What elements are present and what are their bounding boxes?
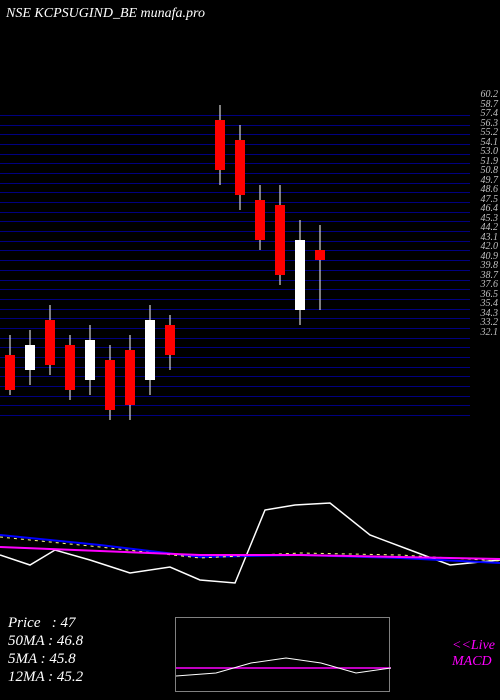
price-axis-labels: 60.258.757.456.355.254.153.051.950.849.7… bbox=[481, 90, 499, 337]
candle bbox=[215, 25, 225, 445]
candle bbox=[25, 25, 35, 445]
macd-inset-svg bbox=[176, 618, 391, 693]
info-50ma: 50MA : 46.8 bbox=[8, 632, 83, 650]
candle bbox=[255, 25, 265, 445]
macd-inset bbox=[175, 617, 390, 692]
indicator-panel bbox=[0, 475, 500, 610]
candle bbox=[295, 25, 305, 445]
price-label: 32.1 bbox=[481, 328, 499, 338]
candle bbox=[165, 25, 175, 445]
candle bbox=[45, 25, 55, 445]
chart-header: NSE KCPSUGIND_BE munafa.pro bbox=[6, 6, 205, 22]
indicator-svg bbox=[0, 475, 500, 610]
candle bbox=[85, 25, 95, 445]
info-5ma: 5MA : 45.8 bbox=[8, 650, 83, 668]
inset-line bbox=[176, 658, 391, 676]
candle bbox=[315, 25, 325, 445]
live-macd-label: <<Live MACD bbox=[452, 638, 495, 670]
info-price: Price : 47 bbox=[8, 614, 83, 632]
candle bbox=[235, 25, 245, 445]
symbol-text: NSE KCPSUGIND_BE munafa.pro bbox=[6, 6, 205, 21]
candle bbox=[5, 25, 15, 445]
candle bbox=[275, 25, 285, 445]
candle bbox=[145, 25, 155, 445]
candle bbox=[65, 25, 75, 445]
price-info-box: Price : 47 50MA : 46.8 5MA : 45.8 12MA :… bbox=[0, 610, 91, 690]
indicator-line-ma-mid bbox=[0, 547, 500, 559]
candle bbox=[105, 25, 115, 445]
candle bbox=[125, 25, 135, 445]
candlestick-chart bbox=[0, 25, 470, 445]
info-12ma: 12MA : 45.2 bbox=[8, 668, 83, 686]
